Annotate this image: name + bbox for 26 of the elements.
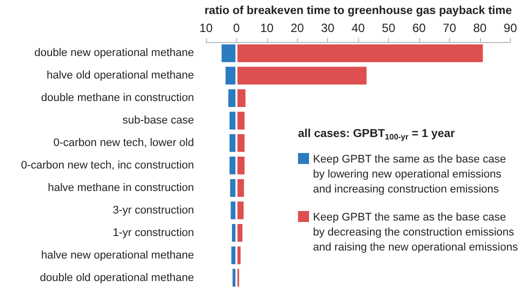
x-axis-title: ratio of breakeven time to greenhouse gas payback time (204, 5, 512, 18)
y-tick-label: sub-base case (122, 114, 194, 127)
x-tick-label: 0 (233, 21, 240, 35)
x-tick-label: 90 (504, 21, 518, 35)
y-tick-label: double old operational methane (40, 272, 194, 284)
x-tick-label: 10 (199, 21, 213, 35)
y-tick-label: double new operational methane (34, 47, 194, 60)
y-tick-label: 0-carbon new tech, inc construction (20, 160, 194, 172)
legend-label: Keep GPBT the same as the base case by lowering new operational emissions and increasing construction emissions (313, 154, 510, 196)
bar (232, 268, 236, 288)
y-tick-label: halve methane in construction (48, 182, 194, 194)
legend-label: Keep GPBT the same as the base case by decreasing the construction emissions and raising the new operational emissions (313, 212, 518, 254)
x-tick-label: 20 (290, 21, 304, 35)
x-tick-label: 50 (382, 21, 396, 35)
y-tick-label: 1-yr construction (112, 226, 194, 239)
x-tick-label: 70 (442, 21, 456, 35)
x-tick-label: 30 (321, 21, 335, 35)
y-tick-label: 3-yr construction (112, 204, 194, 216)
x-tick-label: 80 (473, 21, 487, 35)
y-tick-label: 0-carbon new tech, lower old (53, 137, 194, 150)
x-tick-label: 40 (351, 21, 366, 35)
y-tick-label: halve new operational methane (41, 249, 194, 262)
y-tick-label: double methane in construction (41, 92, 194, 104)
y-tick-label: halve old operational methane (46, 70, 194, 82)
x-tick-label: 60 (412, 21, 426, 35)
x-tick-label: 10 (260, 21, 274, 35)
